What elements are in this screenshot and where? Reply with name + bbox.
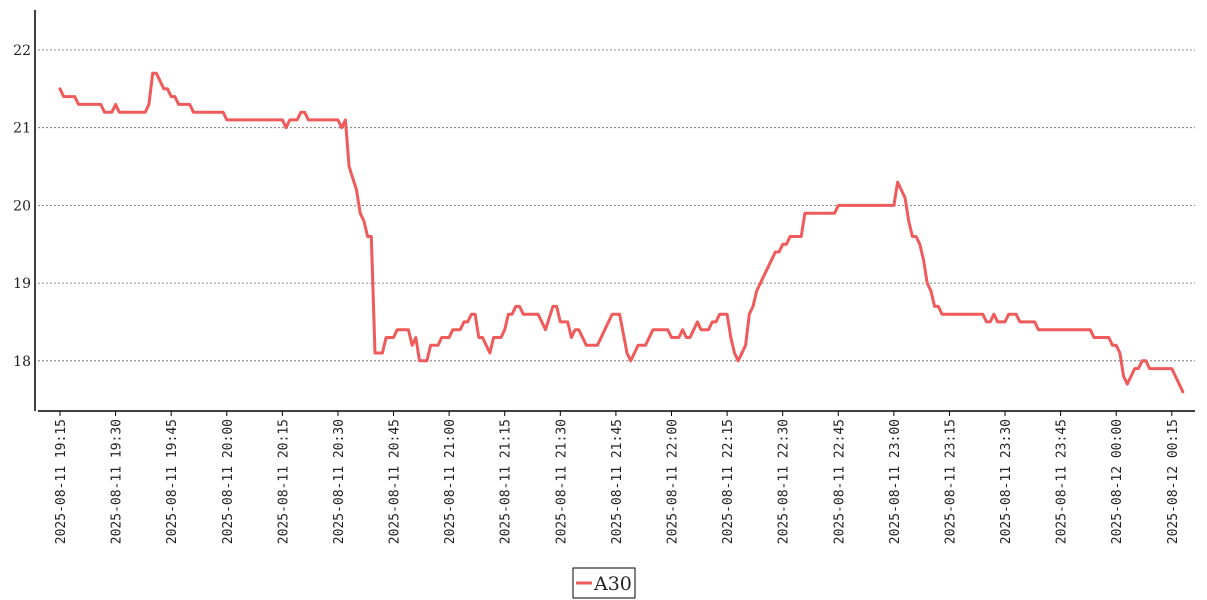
x-tick-label-16: 2025-08-11 23:15 [943, 419, 958, 544]
y-tick-label-22: 22 [13, 43, 31, 59]
x-tick-label-13: 2025-08-11 22:30 [777, 419, 792, 544]
legend-label: A30 [593, 573, 632, 595]
x-tick-label-3: 2025-08-11 20:00 [221, 419, 236, 544]
x-tick-label-6: 2025-08-11 20:45 [388, 419, 403, 544]
series-layer [58, 71, 1185, 394]
axes-layer [34, 10, 1195, 412]
x-tick-label-18: 2025-08-11 23:45 [1055, 419, 1070, 544]
x-tick-label-9: 2025-08-11 21:30 [554, 419, 569, 544]
x-tick-labels: 2025-08-11 19:15 2025-08-11 19:30 2025-08-… [54, 411, 1181, 544]
x-tick-label-2: 2025-08-11 19:45 [165, 419, 180, 544]
series-line-A30 [58, 71, 1185, 394]
x-tick-label-0: 2025-08-11 19:15 [54, 419, 69, 544]
x-tick-label-10: 2025-08-11 21:45 [610, 419, 625, 544]
x-tick-label-1: 2025-08-11 19:30 [110, 419, 125, 544]
x-tick-label-8: 2025-08-11 21:15 [499, 419, 514, 544]
legend: A30 [572, 567, 636, 599]
x-tick-label-12: 2025-08-11 22:15 [721, 419, 736, 544]
x-tick-label-7: 2025-08-11 21:00 [443, 419, 458, 544]
y-tick-label-20: 20 [13, 198, 31, 214]
x-tick-label-11: 2025-08-11 22:00 [665, 419, 680, 544]
x-tick-label-15: 2025-08-11 23:00 [888, 419, 903, 544]
grid-layer [38, 49, 1195, 362]
x-tick-label-19: 2025-08-12 00:00 [1110, 419, 1125, 544]
y-tick-labels: 18 19 20 21 22 [13, 43, 31, 370]
y-tick-label-18: 18 [13, 354, 31, 370]
x-tick-label-4: 2025-08-11 20:15 [276, 419, 291, 544]
y-tick-label-19: 19 [13, 276, 31, 292]
x-tick-label-14: 2025-08-11 22:45 [832, 419, 847, 544]
y-tick-label-21: 21 [13, 121, 31, 137]
x-tick-label-5: 2025-08-11 20:30 [332, 419, 347, 544]
x-tick-label-17: 2025-08-11 23:30 [999, 419, 1014, 544]
x-tick-label-20: 2025-08-12 00:15 [1166, 419, 1181, 544]
